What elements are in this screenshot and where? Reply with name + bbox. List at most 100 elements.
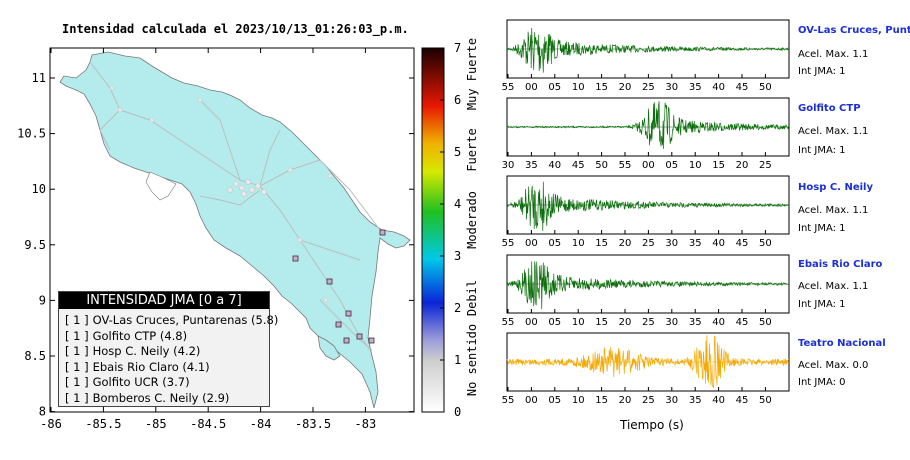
waveform-xlabel: Tiempo (s) [620, 418, 684, 432]
waveform-tick-label: 00 [525, 238, 538, 249]
waveform-tick-label: 30 [665, 238, 678, 249]
waveform-tick-label: 30 [665, 317, 678, 328]
station-accel: Acel. Max. 1.1 [798, 281, 869, 292]
colorbar-gradient [421, 47, 445, 413]
colorbar-tick-label: 1 [454, 353, 461, 367]
waveform-tick-label: 10 [689, 160, 702, 171]
waveform-tick-label: 50 [759, 395, 772, 406]
map-xtick-label: -85 [145, 417, 167, 431]
colorbar-tick-label: 2 [454, 301, 461, 315]
map-ytick-label: 10 [32, 182, 46, 196]
waveform-tick-label: 10 [572, 82, 585, 93]
waveform-tick-label: 50 [595, 160, 608, 171]
waveform-tick-label: 50 [759, 238, 772, 249]
colorbar-tick-label: 6 [454, 93, 461, 107]
station-accel: Acel. Max. 1.1 [798, 205, 869, 216]
station-accel: Acel. Max. 1.1 [798, 49, 869, 60]
waveform-tick-label: 55 [502, 238, 515, 249]
legend-header: INTENSIDAD JMA [0 a 7] [59, 292, 269, 309]
map-xtick-label: -83 [355, 417, 377, 431]
station-name: Golfito CTP [798, 103, 861, 114]
waveform-tick-label: 15 [712, 160, 725, 171]
legend-item: [ 1 ] Golfito UCR (3.7) [65, 375, 190, 389]
waveform-tick-label: 40 [712, 395, 725, 406]
map-xtick-label: -84 [250, 417, 272, 431]
waveform-tick-label: 05 [548, 317, 561, 328]
waveform-trace [506, 27, 790, 73]
waveform-tick-label: 35 [689, 82, 702, 93]
waveform-tick-label: 20 [619, 82, 632, 93]
waveform-trace [506, 181, 790, 231]
waveform-tick-label: 45 [736, 238, 749, 249]
waveform-tick-label: 35 [689, 238, 702, 249]
waveform-tick-label: 55 [619, 160, 632, 171]
waveform-tick-label: 55 [502, 82, 515, 93]
waveform-tick-label: 25 [642, 317, 655, 328]
legend-item: [ 1 ] Golfito CTP (4.8) [65, 328, 188, 343]
waveform-tick-label: 45 [736, 82, 749, 93]
colorbar-ticks: 0 1 2 3 4 5 6 7 No sentido Debil Moderado Fuerte Muy… [440, 38, 479, 419]
gulf-of-nicoya [145, 171, 177, 201]
waveform-tick-label: 35 [525, 160, 538, 171]
station-markers [292, 229, 386, 344]
waveform-tick-label: 05 [548, 395, 561, 406]
colorbar-category-label: Moderado [465, 191, 479, 249]
map-xtick-label: -84.5 [190, 417, 226, 431]
legend-item: [ 1 ] OV-Las Cruces, Puntarenas (5.8) [65, 313, 279, 327]
colorbar-tick-label: 3 [454, 249, 461, 263]
waveform-tick-label: 20 [619, 238, 632, 249]
waveform-tick-label: 25 [642, 82, 655, 93]
station-accel: Acel. Max. 0.0 [798, 360, 869, 371]
waveform-tick-label: 30 [665, 395, 678, 406]
map-ytick-label: 8.5 [24, 349, 46, 363]
waveform-trace [506, 101, 790, 149]
colorbar-tick-label: 4 [454, 197, 461, 211]
waveform-tick-label: 00 [642, 160, 655, 171]
map-ytick-label: 9.5 [24, 238, 46, 252]
waveform-tick-label: 50 [759, 317, 772, 328]
waveform-tick-label: 50 [759, 82, 772, 93]
map-ytick-label: 11 [32, 71, 46, 85]
waveform-tick-label: 15 [595, 317, 608, 328]
map-ytick-label: 9 [39, 293, 46, 307]
map-title: Intensidad calculada el 2023/10/13_01:26… [62, 22, 409, 36]
waveform-tick-label: 40 [712, 82, 725, 93]
station-accel: Acel. Max. 1.1 [798, 126, 869, 137]
colorbar-tick-label: 5 [454, 145, 461, 159]
colorbar-category-label: Muy Fuerte [465, 38, 479, 110]
waveform-tick-label: 15 [595, 82, 608, 93]
town-markers [109, 85, 333, 303]
map-xtick-label: -83.5 [295, 417, 331, 431]
legend-item: [ 1 ] Bomberos C. Neily (2.9) [65, 390, 230, 405]
map-ytick-label: 8 [39, 405, 46, 419]
map-axes: 11 10.5 10 9.5 9 8.5 8-86 -85.5 -85 -84.5 -84 -83.5… [17, 48, 414, 431]
waveform-tick-label: 45 [736, 317, 749, 328]
colorbar-category-label: Fuerte [465, 128, 479, 171]
waveform-tick-label: 45 [572, 160, 585, 171]
station-int: Int JMA: 1 [798, 299, 846, 310]
waveform-tick-label: 40 [548, 160, 561, 171]
waveform-tick-label: 55 [502, 395, 515, 406]
waveform-tick-label: 25 [642, 395, 655, 406]
waveform-tick-label: 00 [525, 82, 538, 93]
waveform-tick-label: 05 [665, 160, 678, 171]
waveform-tick-label: 40 [712, 317, 725, 328]
waveform-tick-label: 20 [619, 317, 632, 328]
map-xtick-label: -86 [40, 417, 62, 431]
waveform-tick-label: 05 [548, 82, 561, 93]
station-int: Int JMA: 1 [798, 66, 846, 77]
station-int: Int JMA: 0 [798, 377, 846, 388]
legend-item: [ 1 ] Ebais Rio Claro (4.1) [65, 359, 210, 374]
station-name: Hosp C. Neily [798, 182, 873, 193]
station-legend: INTENSIDAD JMA [0 a 7] [ 1 ] OV-Las Cruce… [58, 291, 279, 407]
waveform-tick-label: 15 [595, 238, 608, 249]
station-int: Int JMA: 1 [798, 223, 846, 234]
waveform-tick-label: 35 [689, 317, 702, 328]
waveform-tick-label: 15 [595, 395, 608, 406]
costa-rica-land [59, 51, 411, 409]
colorbar-tick-label: 0 [454, 405, 461, 419]
waveform-tick-label: 05 [548, 238, 561, 249]
colorbar-tick-label: 7 [454, 41, 461, 55]
waveform-tick-label: 45 [736, 395, 749, 406]
